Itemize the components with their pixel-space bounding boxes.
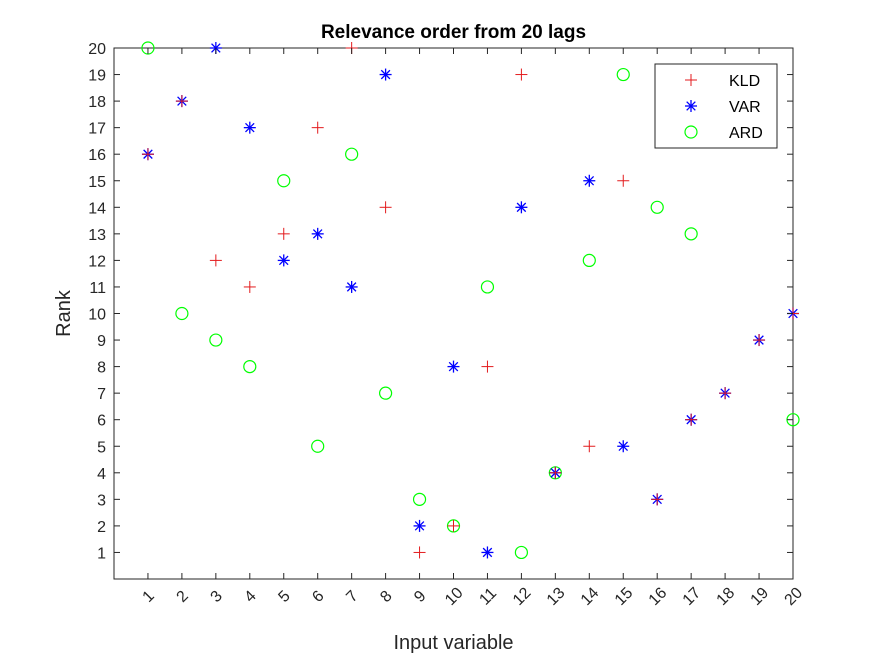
data-point-var (277, 254, 290, 267)
data-point-ard (345, 147, 359, 161)
data-point-ard (514, 545, 529, 560)
y-tick-label: 7 (97, 386, 106, 403)
y-tick-label: 20 (88, 41, 106, 58)
y-tick-label: 5 (97, 439, 106, 456)
data-point-var (617, 440, 630, 453)
y-tick-label: 1 (97, 545, 106, 562)
legend-box (654, 63, 778, 149)
y-tick-label: 2 (97, 519, 106, 536)
data-point-ard (616, 67, 630, 82)
y-tick-label: 15 (88, 174, 106, 191)
legend-marker (685, 100, 697, 112)
y-tick-label: 8 (97, 360, 106, 377)
legend-marker-var (685, 100, 697, 112)
y-tick-label: 10 (88, 307, 106, 324)
legend-marker-kld (685, 74, 697, 86)
legend-marker-ard (684, 125, 698, 139)
data-point-ard (379, 386, 393, 400)
legend-label-kld: KLD (729, 73, 760, 90)
data-point-ard (243, 360, 257, 374)
data-point-var (311, 227, 324, 240)
data-point-var (583, 174, 596, 187)
y-tick-label: 11 (89, 280, 106, 297)
data-point-kld (685, 413, 698, 426)
y-tick-label: 12 (88, 253, 106, 270)
data-point-kld (549, 466, 562, 479)
chart-title: Relevance order from 20 lags (321, 22, 586, 43)
data-point-ard (650, 200, 664, 214)
data-point-kld (583, 440, 596, 453)
data-point-ard (209, 333, 223, 347)
data-point-ard (277, 174, 291, 188)
legend-label-var: VAR (729, 99, 761, 116)
data-point-var (413, 519, 426, 532)
legend-marker (685, 74, 697, 86)
data-point-kld (243, 280, 256, 293)
y-tick-label: 19 (88, 68, 106, 85)
data-marks (141, 41, 800, 560)
data-point-var (447, 360, 460, 373)
legend: KLD VAR ARD (654, 63, 778, 149)
data-point-kld (277, 227, 290, 240)
y-tick-label: 13 (88, 227, 106, 244)
y-tick-label: 9 (97, 333, 106, 350)
data-point-kld (515, 68, 528, 81)
data-point-kld (753, 334, 766, 347)
data-point-ard (582, 253, 596, 267)
y-tick-label: 16 (88, 147, 106, 164)
data-point-ard (480, 280, 495, 294)
data-point-kld (481, 360, 494, 373)
data-point-var (481, 546, 494, 559)
data-point-kld (175, 95, 188, 108)
data-point-var (379, 68, 392, 81)
data-point-var (515, 201, 528, 214)
data-point-ard (311, 439, 325, 453)
data-point-kld (651, 493, 664, 506)
data-point-ard (412, 492, 427, 506)
data-point-kld (311, 121, 324, 134)
data-point-kld (209, 254, 222, 267)
data-point-ard (175, 306, 189, 321)
legend-marker (684, 125, 698, 139)
y-tick-label: 4 (97, 466, 106, 483)
y-tick-label: 14 (88, 200, 106, 217)
data-point-kld (617, 174, 630, 187)
x-axis-title: Input variable (393, 632, 513, 654)
data-point-var (345, 280, 358, 293)
legend-label-ard: ARD (729, 125, 763, 142)
y-tick-label: 18 (88, 94, 106, 111)
y-tick-label: 6 (97, 413, 106, 430)
data-point-kld (447, 519, 460, 532)
y-tick-label: 3 (97, 492, 106, 509)
data-point-kld (141, 148, 154, 161)
data-point-kld (719, 387, 732, 400)
y-axis-title: Rank (53, 289, 75, 337)
data-point-kld (413, 546, 426, 559)
data-point-kld (379, 201, 392, 214)
data-point-ard (684, 227, 698, 241)
y-tick-label: 17 (88, 121, 106, 138)
data-point-var (243, 121, 256, 134)
